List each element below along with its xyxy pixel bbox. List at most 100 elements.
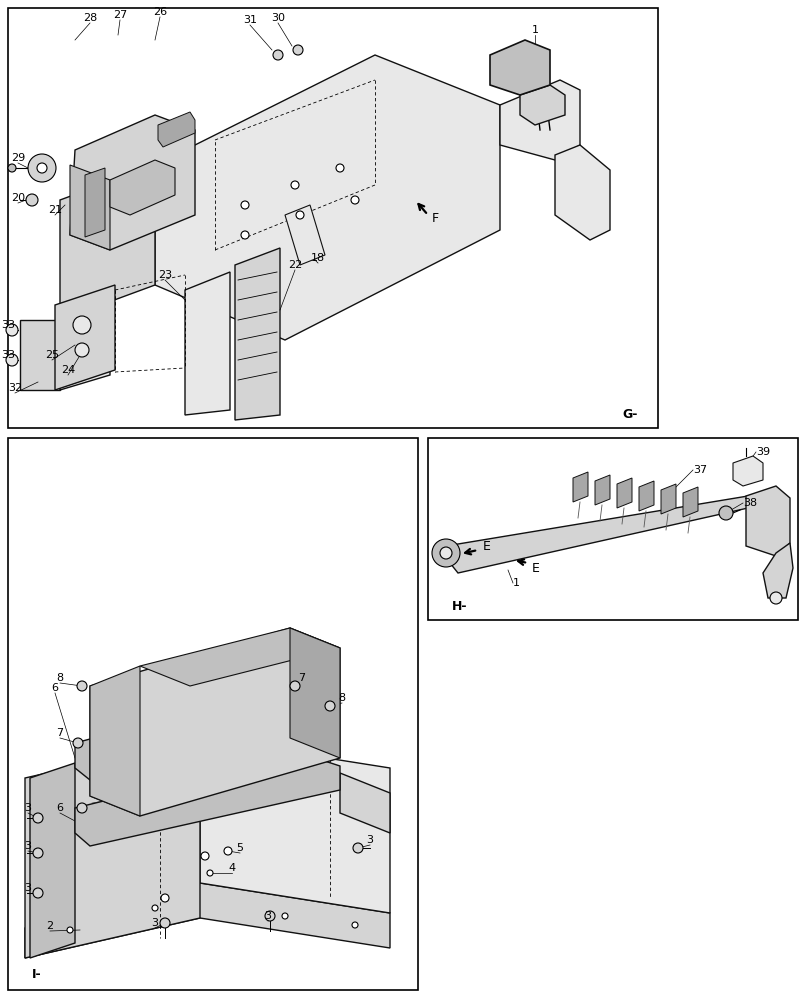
Text: 26: 26 [153,7,167,17]
Circle shape [241,201,249,209]
Text: 20: 20 [11,193,25,203]
Text: E: E [532,562,539,574]
Text: E: E [483,540,491,552]
Text: 38: 38 [742,498,756,508]
Circle shape [6,324,18,336]
Bar [8,8,657,428]
Circle shape [224,847,232,855]
Text: 32: 32 [8,383,22,393]
Bar [427,438,797,620]
Text: 1: 1 [512,578,520,588]
Text: 33: 33 [1,320,15,330]
Circle shape [201,852,209,860]
Circle shape [290,681,300,691]
Polygon shape [55,285,115,390]
Polygon shape [70,165,110,250]
Text: 27: 27 [112,10,127,20]
Circle shape [33,848,43,858]
Text: 23: 23 [157,270,172,280]
Circle shape [26,194,38,206]
Text: 21: 21 [48,205,62,215]
Polygon shape [185,272,230,415]
Text: 29: 29 [11,153,25,163]
Polygon shape [70,115,195,250]
Polygon shape [520,85,565,125]
Text: 24: 24 [61,365,75,375]
Text: 5: 5 [236,843,243,853]
Circle shape [291,181,299,189]
Text: 3: 3 [151,918,158,928]
Circle shape [33,888,43,898]
Polygon shape [158,112,195,147]
Text: 6: 6 [51,683,59,693]
Text: 4: 4 [228,863,235,873]
Circle shape [160,918,169,928]
Circle shape [8,164,16,172]
Polygon shape [140,628,340,686]
Text: 8: 8 [338,693,345,703]
Polygon shape [75,753,340,846]
Circle shape [282,913,287,919]
Polygon shape [340,773,389,833]
Text: 30: 30 [271,13,284,23]
Circle shape [273,50,283,60]
Text: G-: G- [622,408,637,422]
Circle shape [67,927,73,933]
Circle shape [206,870,213,876]
Circle shape [241,231,249,239]
Polygon shape [75,686,329,780]
Polygon shape [60,165,155,320]
Bar [8,438,418,990]
Circle shape [718,506,732,520]
Text: 3: 3 [24,883,31,893]
Circle shape [77,803,87,813]
Text: 3: 3 [24,803,31,813]
Circle shape [37,163,47,173]
Polygon shape [616,478,631,508]
Text: 28: 28 [83,13,97,23]
Text: 2: 2 [47,921,54,931]
Text: 7: 7 [56,728,63,738]
Polygon shape [85,168,105,237]
Polygon shape [638,481,653,511]
Circle shape [351,196,359,204]
Circle shape [33,813,43,823]
Circle shape [352,922,357,928]
Text: 3: 3 [264,911,271,921]
Polygon shape [489,40,549,95]
Polygon shape [25,738,200,958]
Circle shape [439,547,451,559]
Polygon shape [446,496,747,573]
Text: 33: 33 [1,350,15,360]
Circle shape [353,843,362,853]
Text: F: F [431,212,438,225]
Circle shape [75,343,89,357]
Text: H-: H- [451,600,467,613]
Text: 3: 3 [24,841,31,851]
Text: 18: 18 [311,253,324,263]
Polygon shape [573,472,587,502]
Polygon shape [60,305,110,390]
Text: 31: 31 [243,15,257,25]
Circle shape [296,211,304,219]
Polygon shape [683,487,697,517]
Polygon shape [90,628,340,816]
Polygon shape [110,160,175,215]
Polygon shape [200,738,389,913]
Polygon shape [155,55,499,340]
Text: 39: 39 [755,447,769,457]
Polygon shape [284,205,324,265]
Polygon shape [660,484,675,514]
Polygon shape [554,145,609,240]
Text: 8: 8 [56,673,63,683]
Circle shape [431,539,459,567]
Polygon shape [234,248,279,420]
Polygon shape [30,763,75,958]
Polygon shape [20,320,60,390]
Polygon shape [594,475,609,505]
Circle shape [77,681,87,691]
Circle shape [28,154,56,182]
Circle shape [769,592,781,604]
Circle shape [292,45,303,55]
Polygon shape [25,883,389,958]
